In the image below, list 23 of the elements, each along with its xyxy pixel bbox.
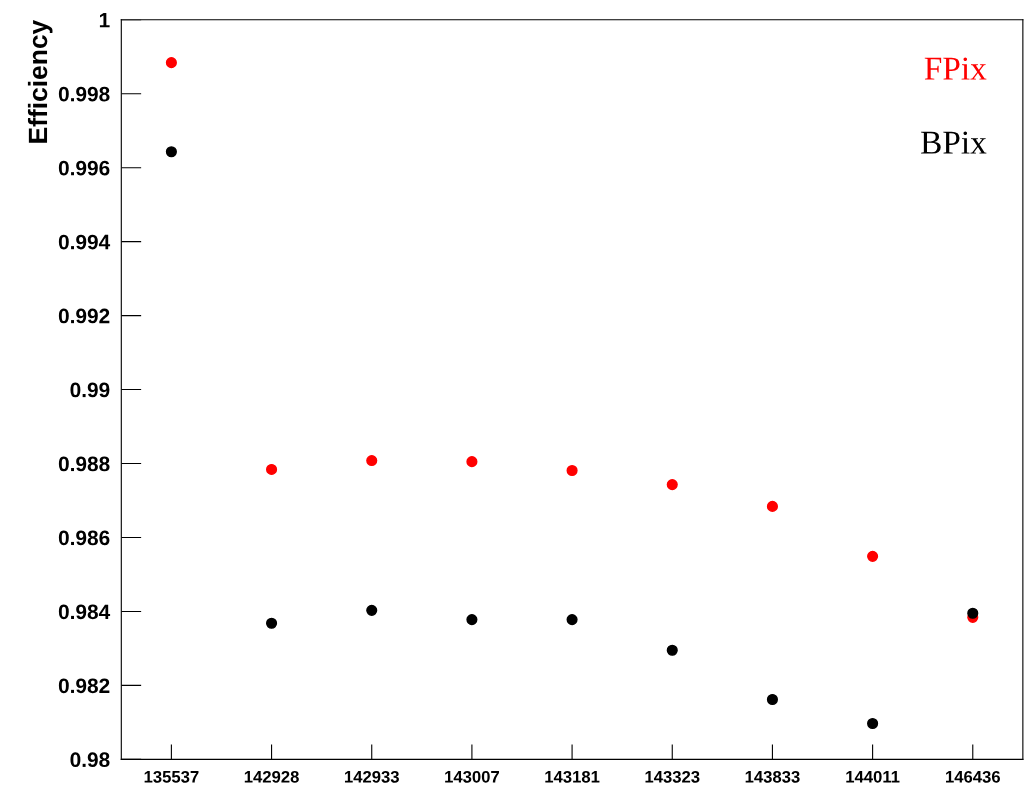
y-tick-label: 0.992 bbox=[58, 308, 110, 324]
y-tick-label: 0.98 bbox=[70, 752, 110, 768]
x-tick-label: 144011 bbox=[846, 770, 900, 783]
y-tick-label: 0.982 bbox=[58, 678, 110, 694]
x-tick-label: 143833 bbox=[745, 770, 800, 783]
text: BPix bbox=[921, 131, 987, 154]
y-axis-title: Efficiency bbox=[27, 19, 53, 143]
y-tick-label: 0.994 bbox=[58, 234, 111, 250]
x-tick-label: 143007 bbox=[445, 770, 499, 783]
x-tick-label: 142933 bbox=[344, 770, 399, 783]
y-tick-label: 1 bbox=[99, 12, 110, 28]
y-tick-label: 0.998 bbox=[58, 86, 110, 102]
x-tick-label: 143181 bbox=[545, 770, 600, 783]
text: FPix bbox=[924, 57, 987, 80]
y-tick-label: 0.986 bbox=[58, 530, 110, 546]
x-tick-label: 135537 bbox=[144, 770, 199, 783]
y-tick-label: 0.99 bbox=[70, 382, 110, 398]
y-tick-label: 0.984 bbox=[58, 604, 111, 620]
y-tick-label: 0.988 bbox=[58, 456, 110, 472]
x-tick-label: 143323 bbox=[645, 770, 700, 783]
x-tick-label: 146436 bbox=[946, 770, 1000, 783]
y-tick-label: 0.996 bbox=[58, 160, 110, 176]
x-tick-label: 142928 bbox=[244, 770, 299, 783]
